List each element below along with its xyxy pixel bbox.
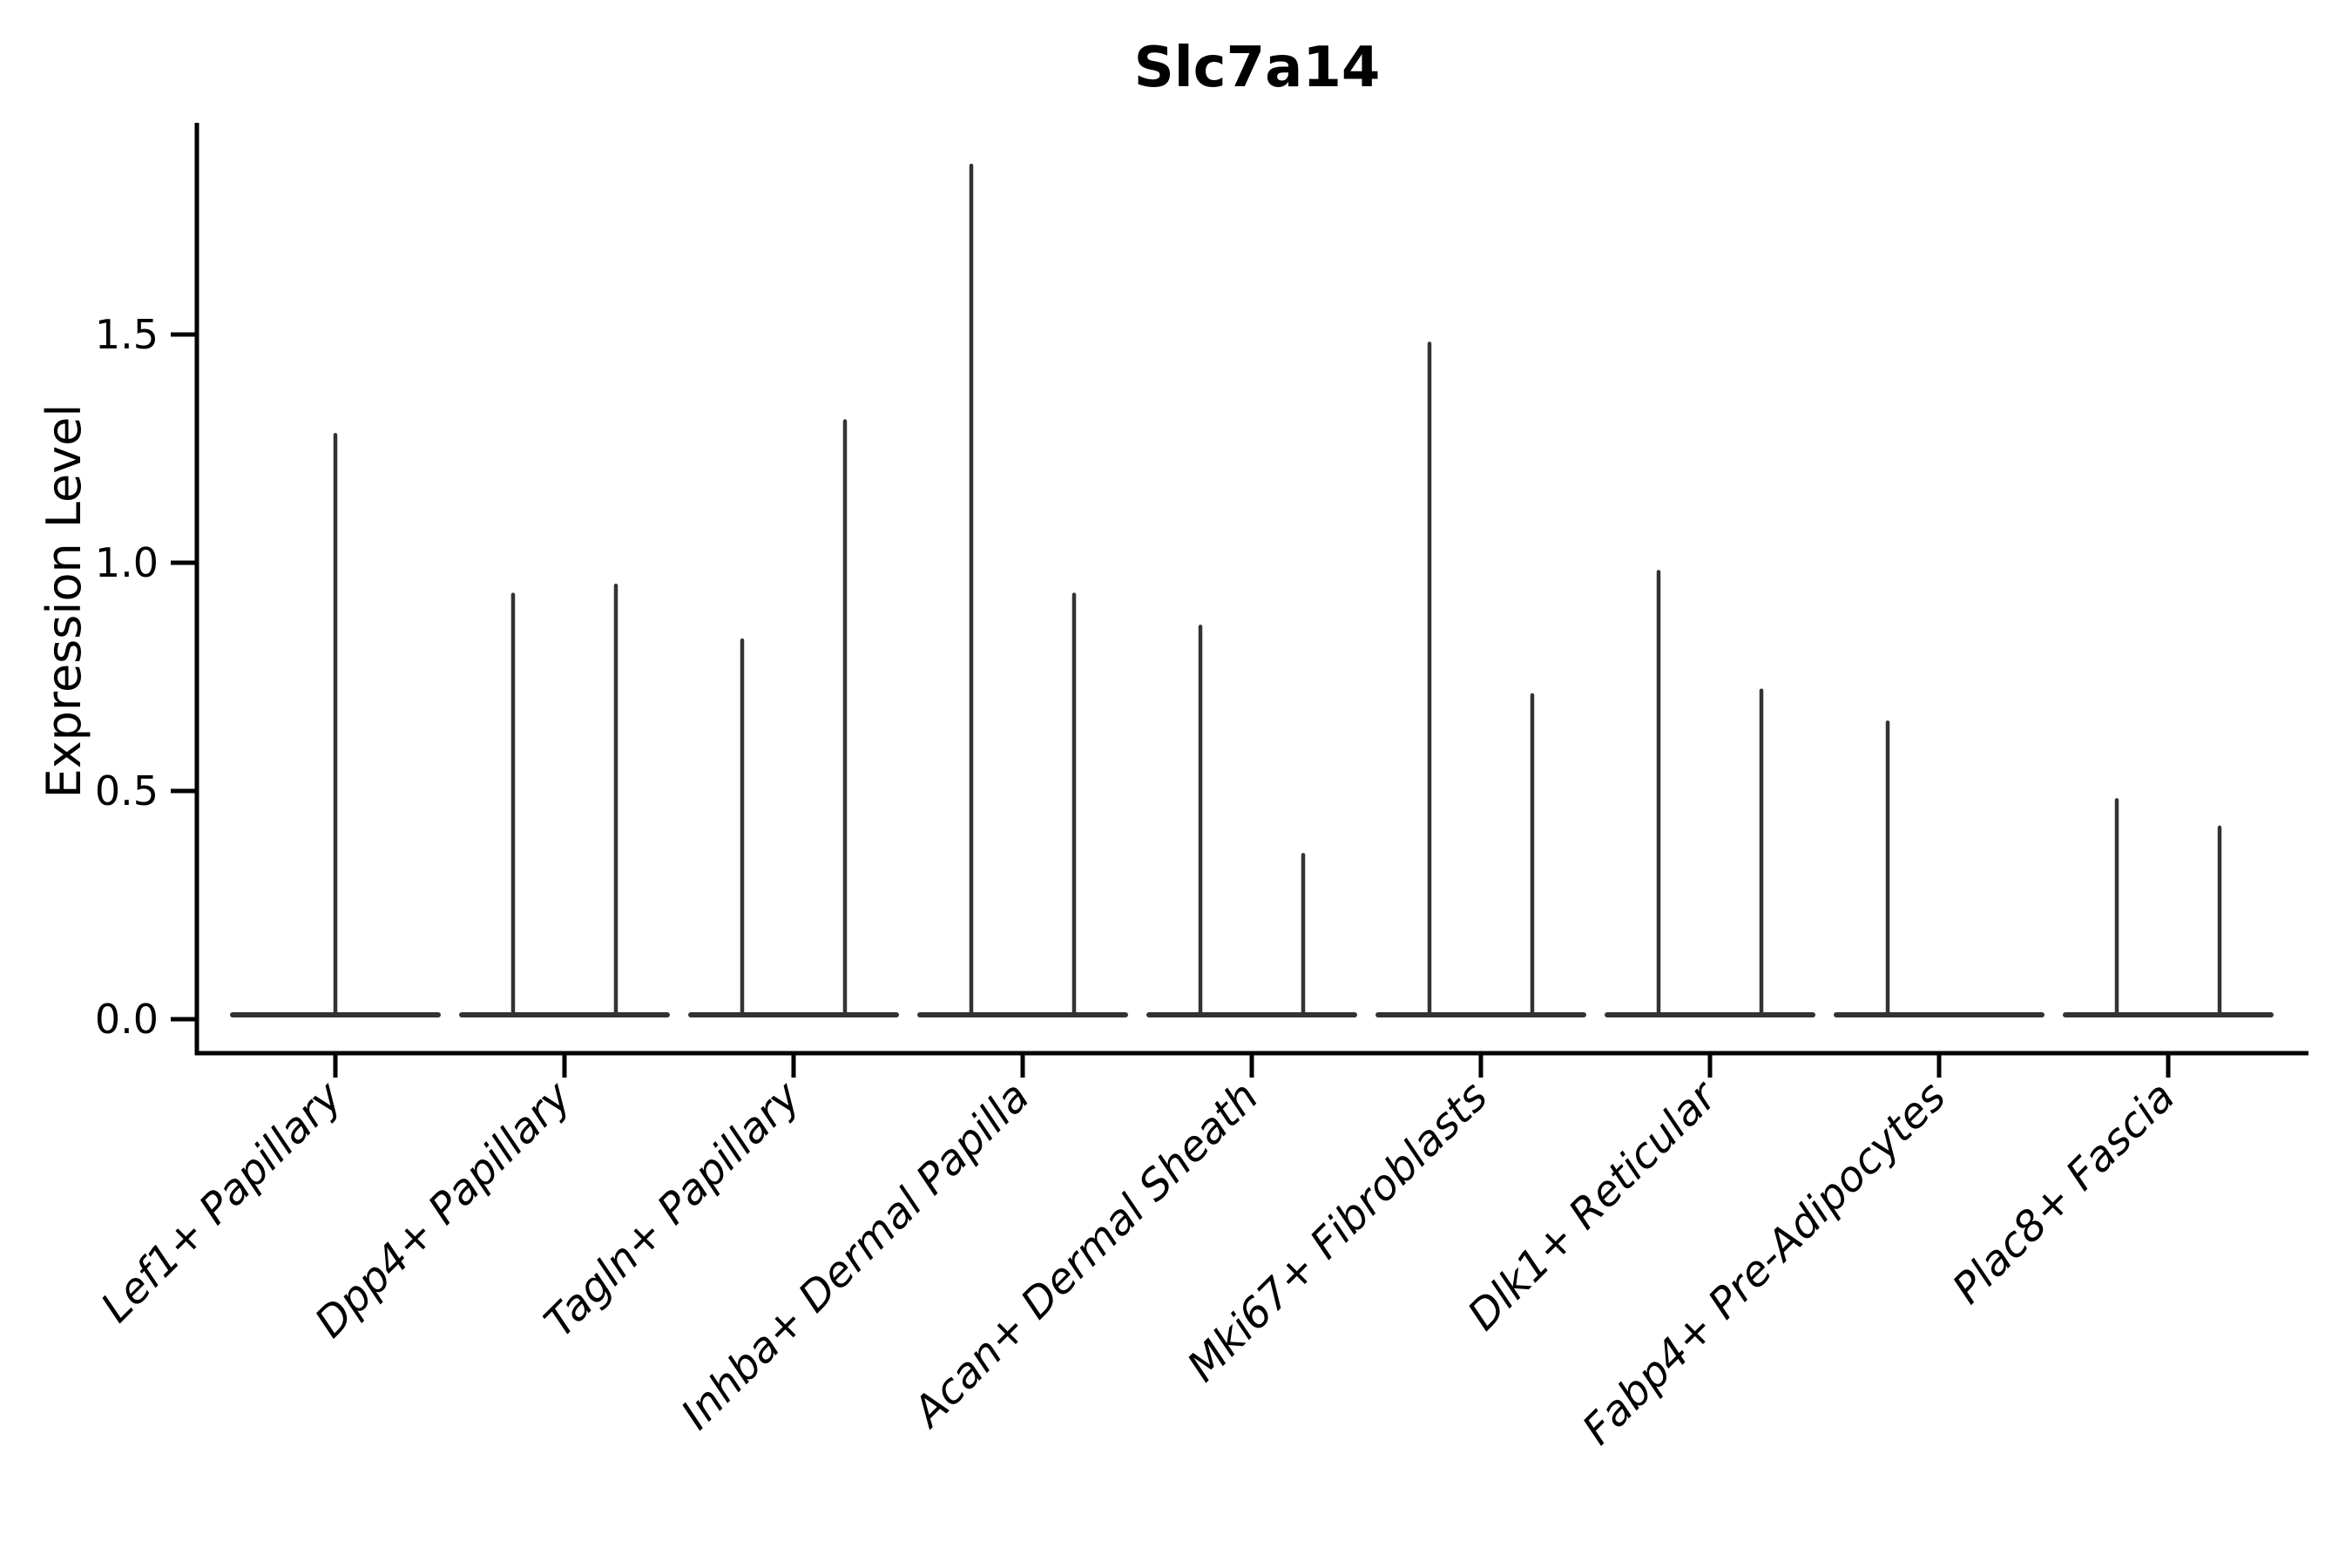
y-tick-label: 0.0	[95, 996, 159, 1043]
x-tick-label: Lef1+ Papillary	[91, 1071, 352, 1332]
x-tick-label: Dlk1+ Reticular	[1458, 1071, 1728, 1341]
y-tick-label: 0.5	[95, 767, 159, 814]
violin-plots	[230, 163, 2274, 1017]
x-tick-label: Fabp4+ Pre-Adipocytes	[1573, 1072, 1956, 1455]
chart-title: Slc7a14	[1134, 36, 1381, 100]
x-tick-label: Tagln+ Papillary	[535, 1071, 810, 1347]
x-tick-label: Dpp4+ Papillary	[306, 1071, 581, 1347]
y-tick-labels: 0.0 0.5 1.0 1.5	[95, 311, 159, 1043]
y-tick-label: 1.0	[95, 539, 159, 586]
y-tick-label: 1.5	[95, 311, 159, 358]
y-axis-label: Expression Level	[37, 404, 91, 799]
x-tick-label: Plac8+ Fascia	[1943, 1072, 2185, 1314]
x-tick-marks	[333, 1053, 2171, 1078]
y-tick-marks	[171, 332, 197, 1022]
